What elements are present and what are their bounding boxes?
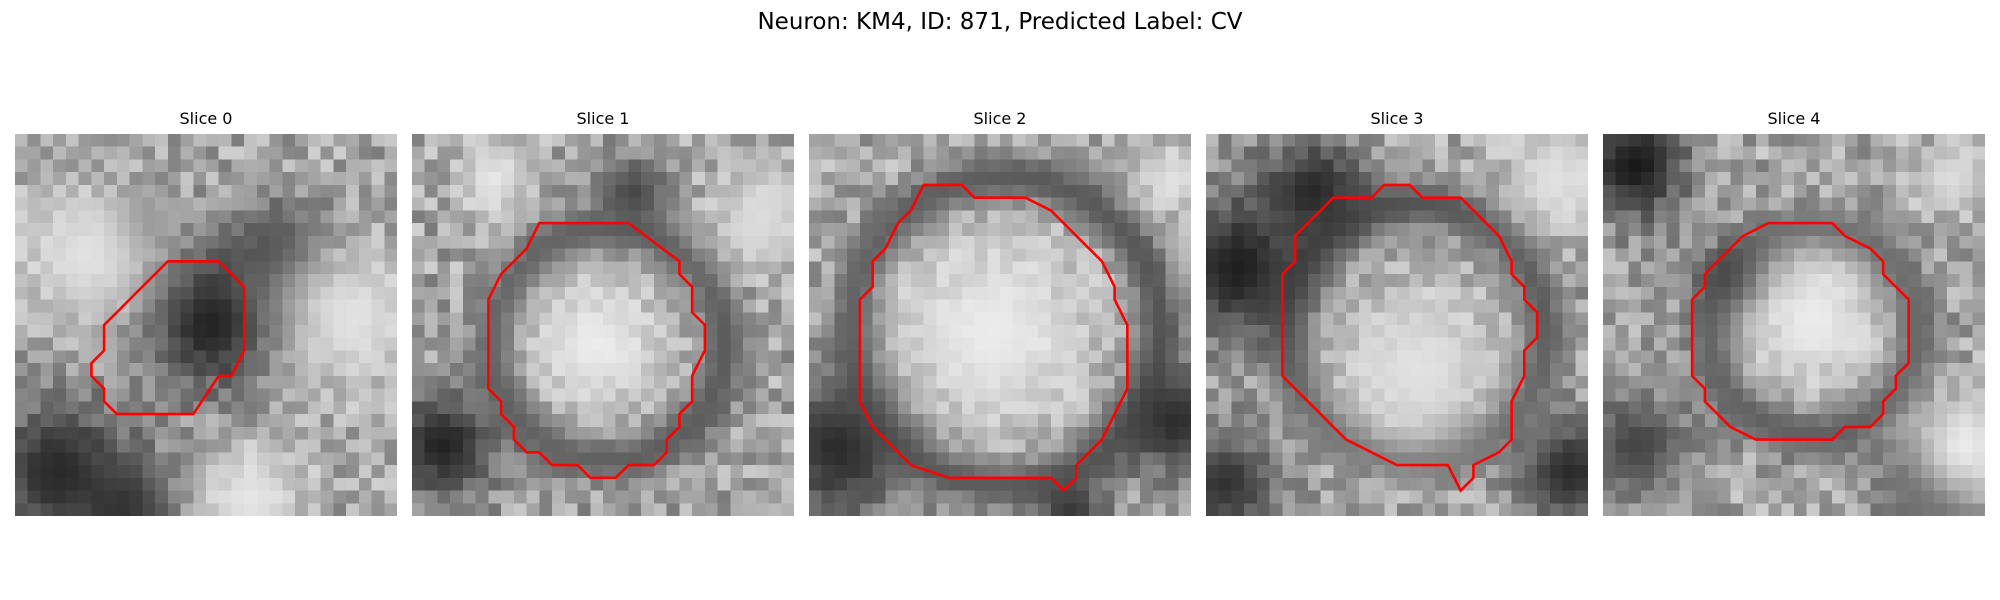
slice-svg bbox=[1206, 134, 1588, 516]
slice-image bbox=[412, 134, 794, 516]
slice-image bbox=[1603, 134, 1985, 516]
slice-svg bbox=[412, 134, 794, 516]
slice-panel-0: Slice 0 bbox=[15, 108, 397, 528]
figure-title: Neuron: KM4, ID: 871, Predicted Label: C… bbox=[0, 6, 2000, 38]
slice-image bbox=[1206, 134, 1588, 516]
slice-panel-4: Slice 4 bbox=[1603, 108, 1985, 528]
slice-title: Slice 3 bbox=[1206, 108, 1588, 130]
slice-title: Slice 4 bbox=[1603, 108, 1985, 130]
slice-title: Slice 1 bbox=[412, 108, 794, 130]
slice-title: Slice 0 bbox=[15, 108, 397, 130]
slice-panel-3: Slice 3 bbox=[1206, 108, 1588, 528]
slice-svg bbox=[15, 134, 397, 516]
slice-panel-1: Slice 1 bbox=[412, 108, 794, 528]
slice-svg bbox=[809, 134, 1191, 516]
slice-image bbox=[15, 134, 397, 516]
slice-svg bbox=[1603, 134, 1985, 516]
slice-title: Slice 2 bbox=[809, 108, 1191, 130]
slice-panel-2: Slice 2 bbox=[809, 108, 1191, 528]
slice-panels: Slice 0 Slice 1 Slice 2 Slice 3 Slice 4 bbox=[15, 108, 1995, 528]
slice-image bbox=[809, 134, 1191, 516]
